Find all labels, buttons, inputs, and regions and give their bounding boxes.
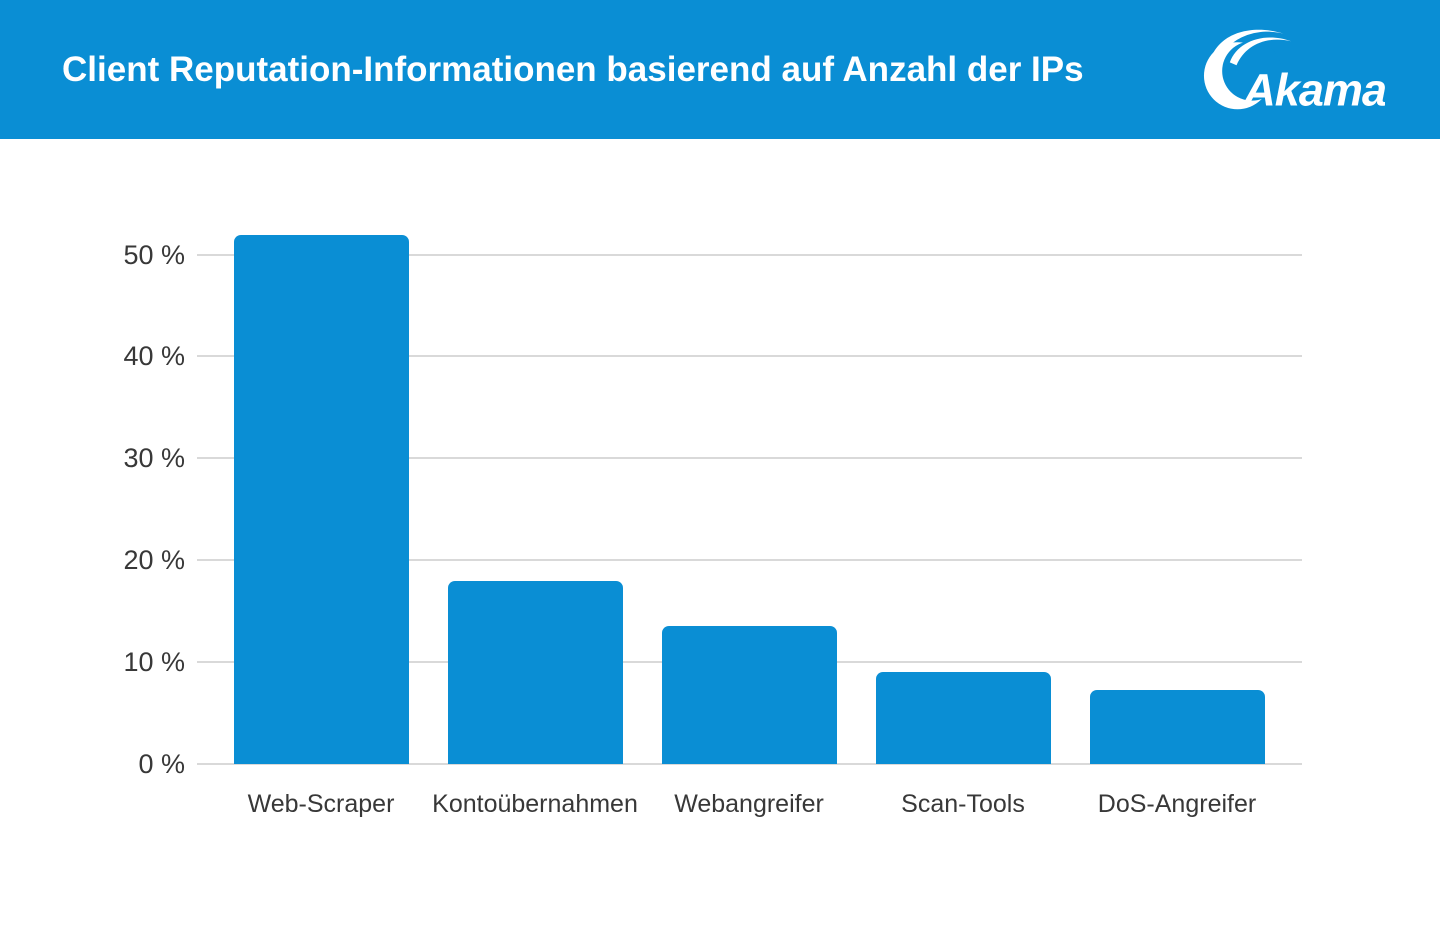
chart-title: Client Reputation-Informationen basieren… — [62, 49, 1084, 89]
gridline-30 — [197, 457, 1302, 460]
gridline-40 — [197, 355, 1302, 358]
x-axis-label-webangreifer: Webangreifer — [674, 790, 824, 818]
akamai-logo: Akamai — [1203, 22, 1401, 118]
akamai-logo-text: Akamai — [1242, 64, 1385, 115]
y-axis-tick-label: 10 % — [123, 647, 185, 678]
akamai-logo-icon: Akamai — [1203, 29, 1401, 115]
x-axis-label-web-scraper: Web-Scraper — [247, 790, 395, 818]
header-banner: Client Reputation-Informationen basieren… — [0, 0, 1440, 139]
bar-chart: 0 % 10 % 20 % 30 % 40 % 50 % Web-Scraper Kontoü… — [0, 139, 1440, 925]
bar-web-scraper — [233, 235, 409, 764]
x-axis-label-konto-bernahmen: Kontoübernahmen — [432, 790, 638, 818]
gridline-0 — [197, 763, 1302, 765]
y-axis-tick-label: 40 % — [123, 341, 185, 372]
y-axis-tick-label: 30 % — [123, 443, 185, 474]
x-axis-label-dos-angreifer: DoS-Angreifer — [1097, 790, 1257, 818]
bar-scan-tools — [875, 672, 1051, 764]
bar-webangreifer — [661, 626, 837, 764]
gridline-20 — [197, 559, 1302, 562]
y-axis-tick-label: 20 % — [123, 545, 185, 576]
gridline-50 — [197, 253, 1302, 256]
x-axis-label-scan-tools: Scan-Tools — [901, 790, 1025, 818]
y-axis-tick-label: 50 % — [123, 239, 185, 270]
y-axis-tick-label: 0 % — [138, 749, 185, 779]
bar-konto-bernahmen — [447, 581, 623, 764]
bar-dos-angreifer — [1089, 690, 1265, 764]
